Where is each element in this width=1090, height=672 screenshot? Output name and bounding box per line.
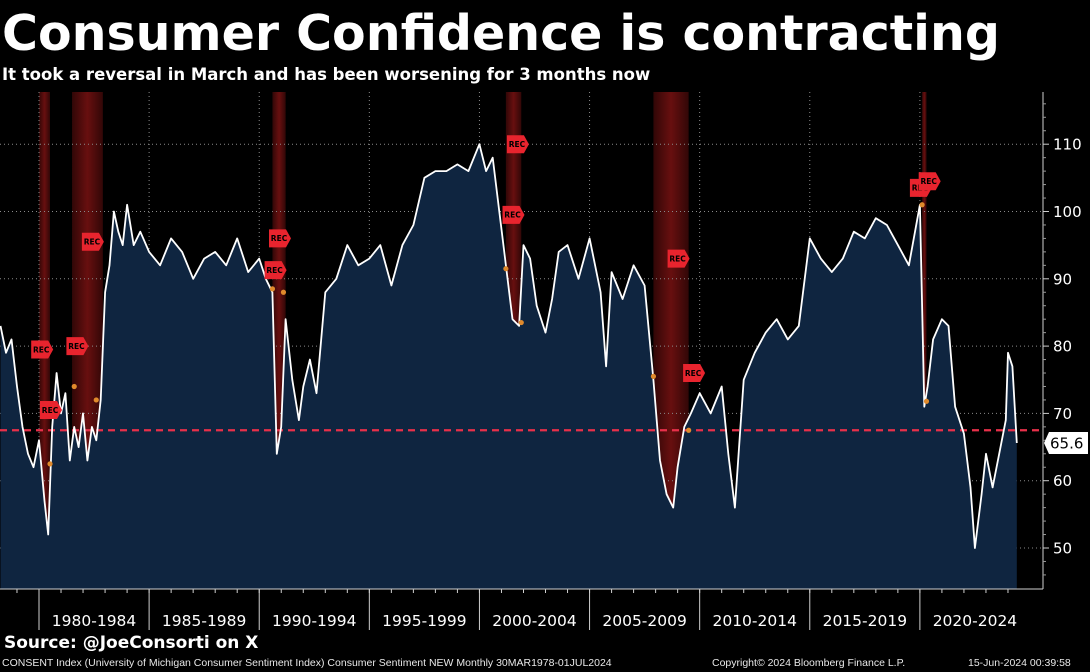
rec-marker: REC	[40, 401, 62, 419]
x-tick-label: 1995-1999	[382, 612, 467, 630]
rec-marker-label: REC	[509, 140, 526, 149]
event-dot	[280, 289, 287, 295]
series-area	[0, 144, 1017, 589]
rec-marker-flag	[81, 232, 104, 251]
last-value-label: 65.6	[1050, 435, 1083, 453]
rec-marker-label: REC	[266, 266, 283, 275]
x-tick-label: 1990-1994	[272, 612, 357, 630]
footer-copyright: Copyright© 2024 Bloomberg Finance L.P.	[712, 657, 906, 669]
series-area-fill	[0, 144, 1017, 589]
x-tick-label: 1985-1989	[162, 612, 247, 630]
rec-marker: REC	[506, 135, 529, 154]
rec-marker-flag	[502, 205, 525, 224]
x-tick-label: 2000-2004	[492, 612, 577, 630]
rec-marker-flag	[66, 337, 89, 356]
y-tick-label: 70	[1053, 405, 1072, 423]
rec-marker: REC	[502, 205, 525, 224]
rec-marker-label: REC	[504, 211, 521, 220]
event-dot	[518, 319, 524, 326]
event-dot	[686, 427, 692, 433]
rec-markers: RECRECRECRECRECRECRECRECRECRECRECREC	[31, 135, 941, 419]
y-tick-label: 110	[1053, 136, 1082, 154]
rec-marker: REC	[31, 340, 54, 359]
series-line-group	[0, 143, 1018, 549]
rec-marker-label: REC	[920, 177, 937, 186]
series-line	[0, 143, 1018, 549]
source-credit: Source: @JoeConsorti on X	[4, 633, 259, 653]
last-value-badge: 65.6	[1044, 432, 1088, 454]
x-tick-label: 2005-2009	[602, 612, 687, 630]
event-dot	[650, 373, 657, 379]
y-tick-label: 60	[1053, 472, 1072, 490]
event-dot	[923, 398, 930, 404]
rec-marker-label: REC	[68, 342, 85, 351]
footer-timestamp: 15-Jun-2024 00:39:58	[968, 657, 1071, 669]
rec-marker-flag	[264, 261, 287, 280]
rec-marker-label: REC	[685, 369, 702, 378]
page-title: Consumer Confidence is contracting	[2, 5, 1000, 62]
event-dots	[47, 202, 930, 467]
event-dot	[93, 397, 99, 403]
recession-band	[922, 92, 927, 589]
axes: 50 60 70 80 90 100 110 65.6 1980-1984 1985-1989 19…	[0, 92, 1088, 630]
rec-marker-flag	[506, 135, 529, 154]
rec-marker-flag	[667, 249, 690, 268]
rec-marker-flag	[31, 340, 54, 359]
rec-marker: REC	[66, 337, 89, 356]
y-tick-label: 90	[1053, 270, 1072, 288]
event-dot	[71, 383, 77, 390]
rec-marker-label: REC	[42, 406, 59, 415]
rec-marker: REC	[683, 364, 706, 382]
rec-marker: REC	[81, 232, 104, 251]
rec-marker-label: REC	[271, 234, 288, 243]
rec-marker-label: REC	[33, 345, 50, 354]
y-tick-label: 50	[1053, 540, 1072, 558]
rec-marker-label: REC	[84, 238, 101, 247]
rec-marker-flag	[40, 401, 62, 419]
x-tick-label: 1980-1984	[52, 612, 137, 630]
y-tick-label: 100	[1053, 203, 1082, 221]
rec-marker-flag	[918, 172, 941, 191]
last-value-badge-bg	[1044, 432, 1088, 454]
rec-marker-flag	[269, 229, 291, 248]
y-tick-label: 80	[1053, 338, 1072, 356]
rec-marker: REC	[667, 249, 690, 268]
rec-marker: REC	[264, 261, 287, 280]
event-dot	[47, 461, 53, 467]
rec-marker: REC	[918, 172, 941, 191]
event-dot	[269, 286, 276, 292]
rec-marker: REC	[269, 229, 291, 248]
x-tick-label: 2020-2024	[933, 612, 1018, 630]
x-tick-label: 2010-2014	[712, 612, 797, 630]
rec-marker-label: REC	[669, 254, 686, 263]
page-subtitle: It took a reversal in March and has been…	[2, 65, 651, 84]
footer-series-description: CONSENT Index (University of Michigan Co…	[2, 657, 612, 669]
event-dot	[503, 266, 509, 272]
x-tick-label: 2015-2019	[823, 612, 908, 630]
rec-marker-flag	[683, 364, 706, 382]
event-dot	[919, 202, 925, 208]
